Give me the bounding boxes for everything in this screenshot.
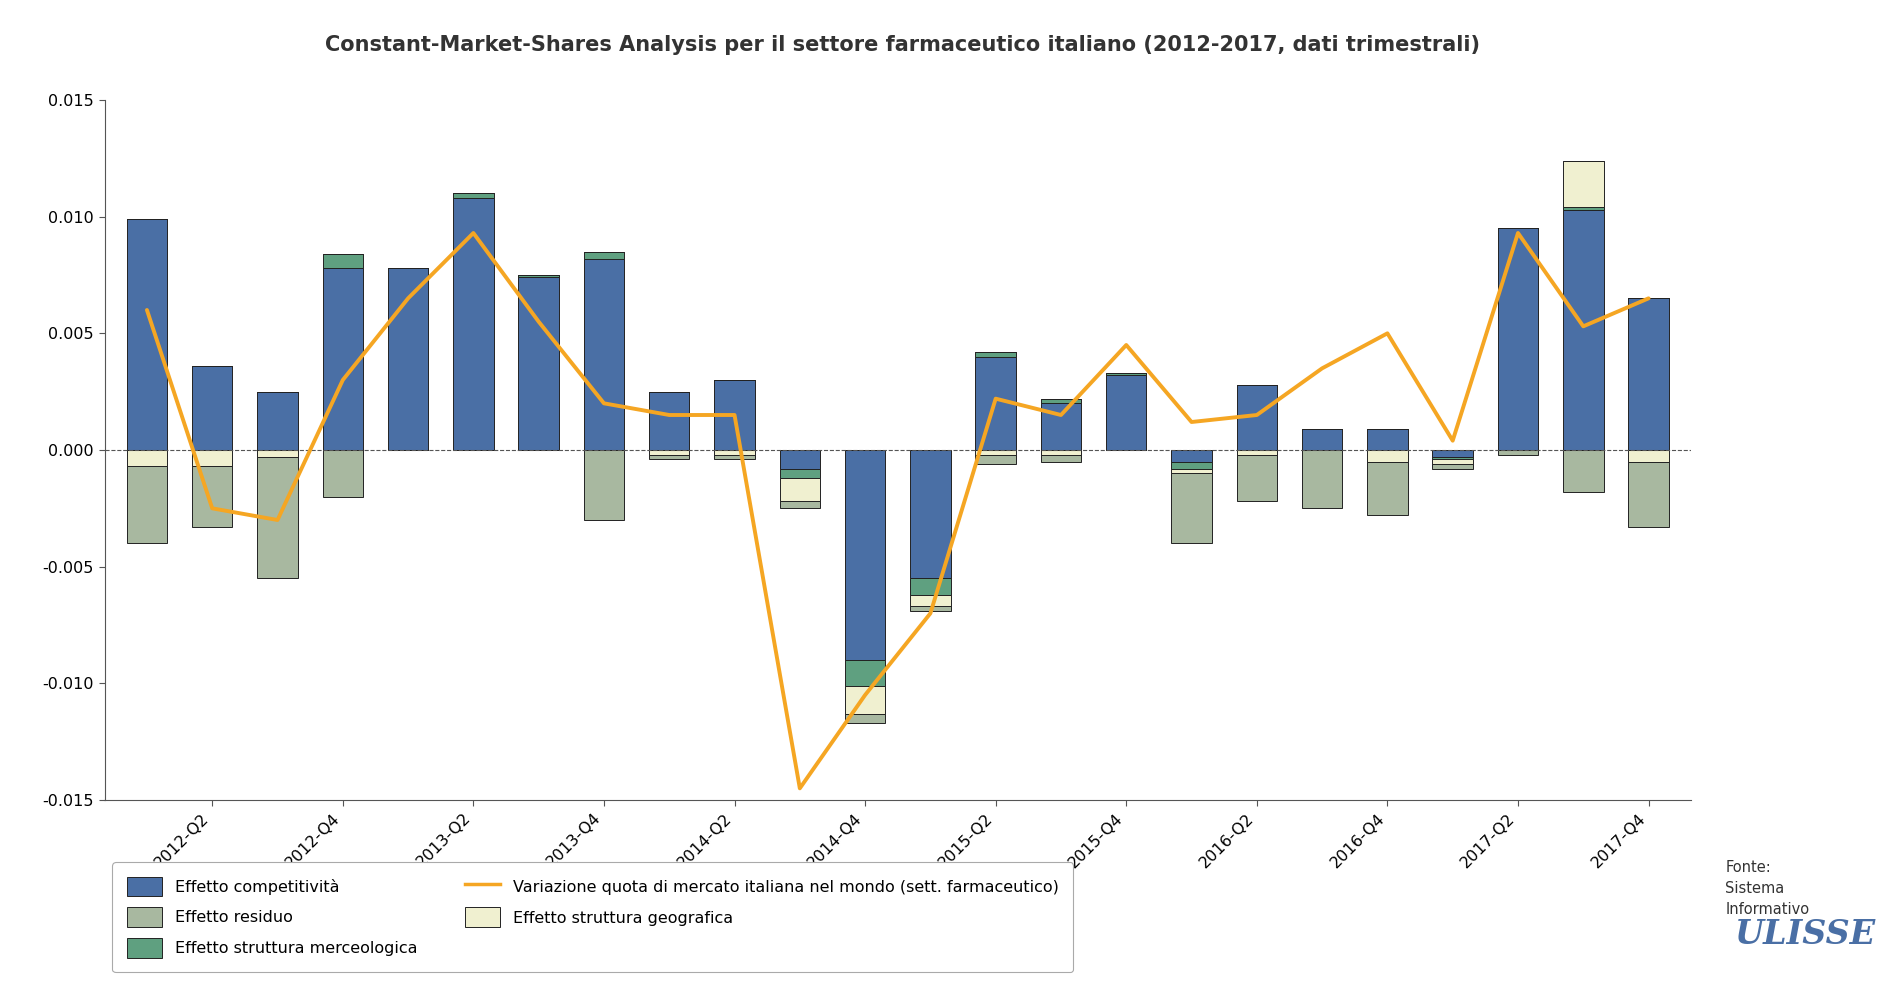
- Bar: [714, 455, 754, 459]
- Bar: [1302, 429, 1343, 450]
- Bar: [452, 193, 494, 198]
- Bar: [1302, 450, 1343, 508]
- Bar: [910, 595, 950, 606]
- Bar: [1368, 450, 1408, 462]
- Bar: [1237, 450, 1277, 455]
- Bar: [519, 275, 559, 277]
- Bar: [1041, 455, 1081, 462]
- Bar: [846, 714, 885, 723]
- Bar: [1628, 298, 1668, 450]
- Bar: [1041, 403, 1081, 450]
- Legend: Effetto competitività, Effetto residuo, Effetto struttura merceologica, Variazio: Effetto competitività, Effetto residuo, …: [112, 862, 1074, 972]
- Bar: [323, 268, 363, 450]
- Bar: [1237, 455, 1277, 501]
- Bar: [975, 357, 1017, 450]
- Bar: [323, 450, 363, 497]
- Text: Constant-Market-Shares Analysis per il settore farmaceutico italiano (2012-2017,: Constant-Market-Shares Analysis per il s…: [325, 35, 1480, 55]
- Bar: [910, 606, 950, 611]
- Bar: [779, 478, 821, 501]
- Bar: [1628, 462, 1668, 527]
- Bar: [650, 455, 690, 459]
- Bar: [256, 457, 298, 578]
- Text: ULISSE: ULISSE: [1735, 918, 1875, 952]
- Bar: [975, 352, 1017, 357]
- Bar: [779, 501, 821, 508]
- Bar: [910, 450, 950, 578]
- Bar: [452, 198, 494, 450]
- Bar: [1041, 450, 1081, 455]
- Bar: [1628, 450, 1668, 462]
- Bar: [650, 392, 690, 450]
- Bar: [1170, 473, 1212, 543]
- Bar: [388, 268, 428, 450]
- Bar: [1433, 464, 1472, 469]
- Bar: [583, 450, 625, 520]
- Bar: [975, 455, 1017, 464]
- Bar: [1170, 450, 1212, 462]
- Bar: [583, 252, 625, 259]
- Bar: [583, 259, 625, 450]
- Bar: [1106, 373, 1146, 375]
- Bar: [1041, 399, 1081, 403]
- Bar: [256, 392, 298, 450]
- Bar: [650, 450, 690, 455]
- Text: Fonte:
Sistema
Informativo: Fonte: Sistema Informativo: [1725, 860, 1809, 917]
- Bar: [127, 466, 167, 543]
- Bar: [127, 450, 167, 466]
- Bar: [1433, 450, 1472, 457]
- Bar: [192, 450, 232, 466]
- Bar: [779, 450, 821, 469]
- Bar: [1433, 459, 1472, 464]
- Bar: [1368, 429, 1408, 450]
- Bar: [975, 450, 1017, 455]
- Bar: [192, 466, 232, 527]
- Bar: [1564, 210, 1604, 450]
- Bar: [1106, 375, 1146, 450]
- Bar: [256, 450, 298, 457]
- Bar: [1564, 161, 1604, 207]
- Bar: [1564, 207, 1604, 210]
- Bar: [1170, 462, 1212, 469]
- Bar: [1433, 457, 1472, 459]
- Bar: [910, 578, 950, 595]
- Bar: [1497, 228, 1539, 450]
- Bar: [519, 277, 559, 450]
- Bar: [1170, 469, 1212, 473]
- Bar: [714, 450, 754, 455]
- Bar: [1368, 462, 1408, 515]
- Bar: [846, 660, 885, 686]
- Bar: [779, 469, 821, 478]
- Bar: [1237, 385, 1277, 450]
- Bar: [846, 450, 885, 660]
- Bar: [323, 254, 363, 268]
- Bar: [127, 219, 167, 450]
- Bar: [1564, 450, 1604, 492]
- Bar: [1497, 450, 1539, 455]
- Bar: [846, 686, 885, 714]
- Bar: [192, 366, 232, 450]
- Bar: [714, 380, 754, 450]
